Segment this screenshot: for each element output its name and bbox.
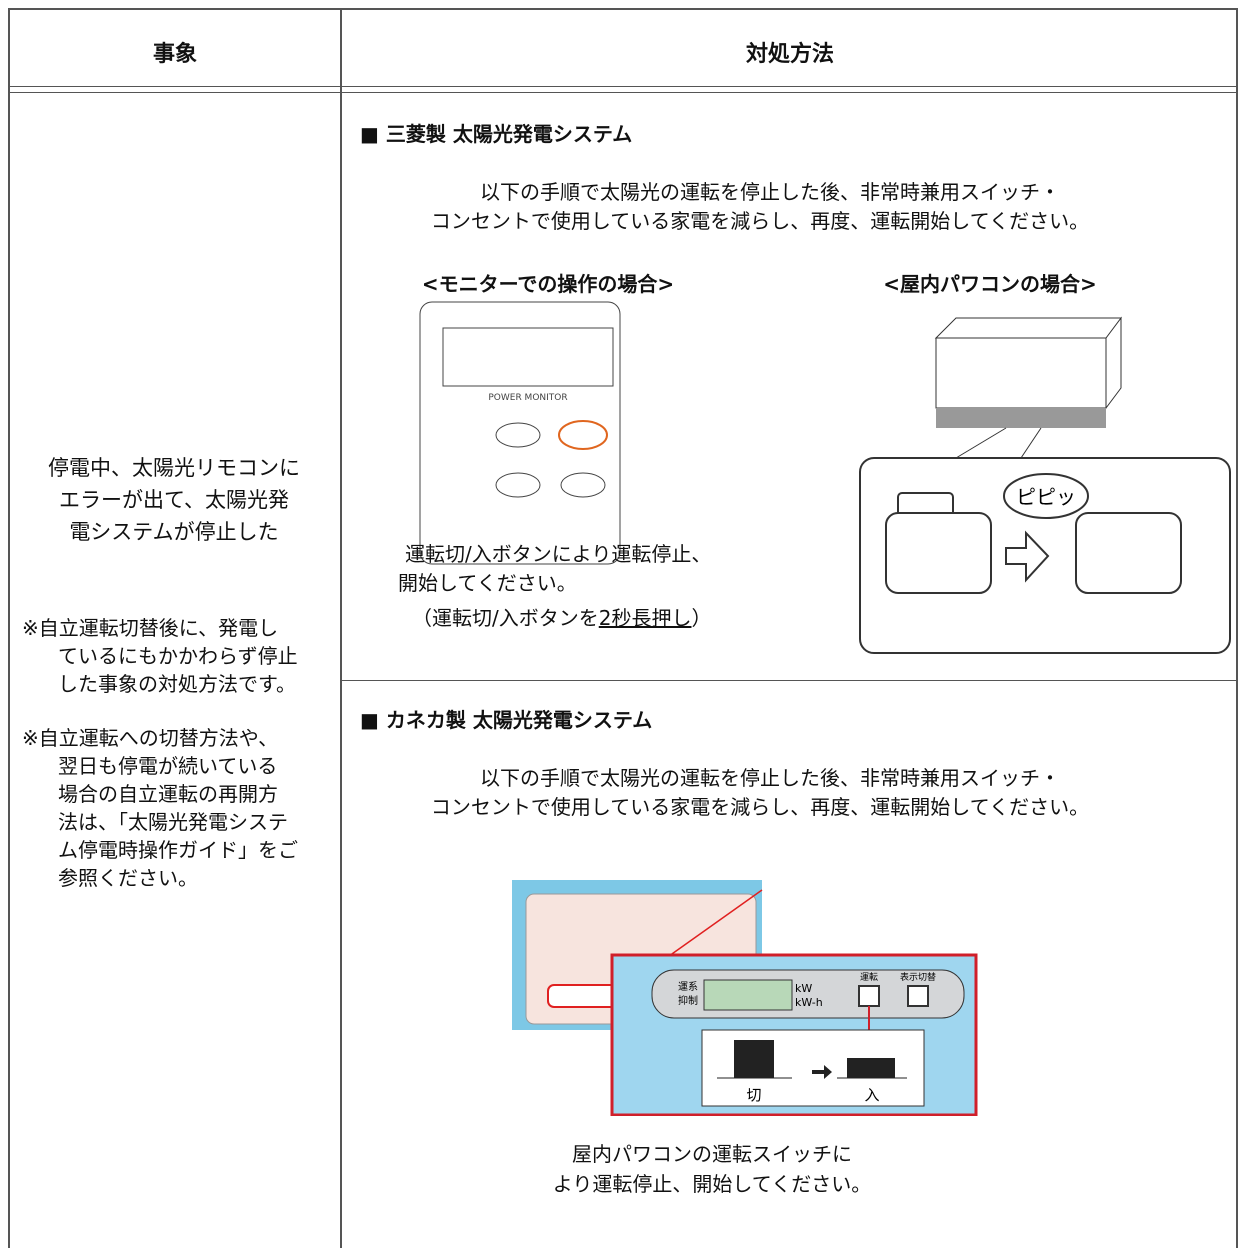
section-title: ■ カネカ製 太陽光発電システム (360, 708, 653, 732)
border (8, 92, 1238, 93)
event-text: 停電中、太陽光リモコンに (48, 456, 300, 480)
caption: 運転切/入ボタンにより運転停止、 (405, 542, 712, 566)
note: 法は、「太陽光発電システ (58, 810, 288, 834)
note: ※自立運転切替後に、発電し (22, 616, 279, 640)
panel-label: 切 (746, 1086, 761, 1104)
event-text: エラーが出て、太陽光発 (59, 488, 289, 512)
panel-label: 入 (864, 1086, 879, 1104)
note: ム停電時操作ガイド」をご (58, 838, 298, 862)
panel-label: POWER MONITOR (488, 393, 567, 403)
col-header: 対処方法 (745, 42, 835, 67)
panel-label: 抑制 (678, 994, 698, 1007)
note: ※自立運転への切替方法や、 (22, 726, 279, 750)
border (340, 680, 1238, 681)
sub-heading: <モニターでの操作の場合> (421, 272, 675, 296)
monitor-illustration: POWER MONITOR (419, 301, 621, 565)
border (340, 8, 342, 1248)
border (8, 8, 10, 1248)
border (8, 8, 1238, 10)
sound: ピピッ (1016, 485, 1076, 509)
panel-label: kW-h (795, 996, 823, 1009)
panel-label: 表示切替 (900, 971, 936, 983)
caption-part: 2秒長押し (598, 606, 692, 630)
panel-label: 運系 (678, 981, 698, 993)
caption-part: （運転切/入ボタンを (412, 606, 599, 630)
caption: より運転停止、開始してください。 (552, 1172, 872, 1196)
note: ているにもかかわらず停止 (58, 644, 298, 668)
caption: 開始してください。 (398, 571, 577, 595)
intro: コンセントで使用している家電を減らし、再度、運転開始してください。 (430, 795, 1090, 819)
border (1236, 8, 1238, 1248)
caption: （運転切/入ボタンを2秒長押し） (412, 602, 711, 631)
indoor-illustration: ピピッ (859, 316, 1231, 654)
caption: 屋内パワコンの運転スイッチに (572, 1142, 852, 1166)
intro: コンセントで使用している家電を減らし、再度、運転開始してください。 (430, 209, 1090, 233)
note: 参照ください。 (58, 866, 198, 890)
note: 翌日も停電が続いている (58, 754, 278, 778)
kaneka-illustration: 運系 抑制 kW kW-h 運転 表示切替 切 入 (512, 880, 978, 1116)
border (8, 86, 1238, 87)
col-header: 事象 (152, 42, 198, 67)
section-title: ■ 三菱製 太陽光発電システム (360, 122, 633, 146)
intro: 以下の手順で太陽光の運転を停止した後、非常時兼用スイッチ・ (480, 180, 1060, 204)
intro: 以下の手順で太陽光の運転を停止した後、非常時兼用スイッチ・ (480, 766, 1060, 790)
note: 場合の自立運転の再開方 (58, 782, 278, 806)
panel-label: 運転 (860, 972, 878, 983)
panel-label: kW (795, 982, 812, 995)
event-text: 電システムが停止した (69, 520, 279, 544)
sub-heading: <屋内パワコンの場合> (883, 272, 1097, 296)
caption-part: ） (691, 606, 712, 630)
note: した事象の対処方法です。 (58, 672, 296, 696)
